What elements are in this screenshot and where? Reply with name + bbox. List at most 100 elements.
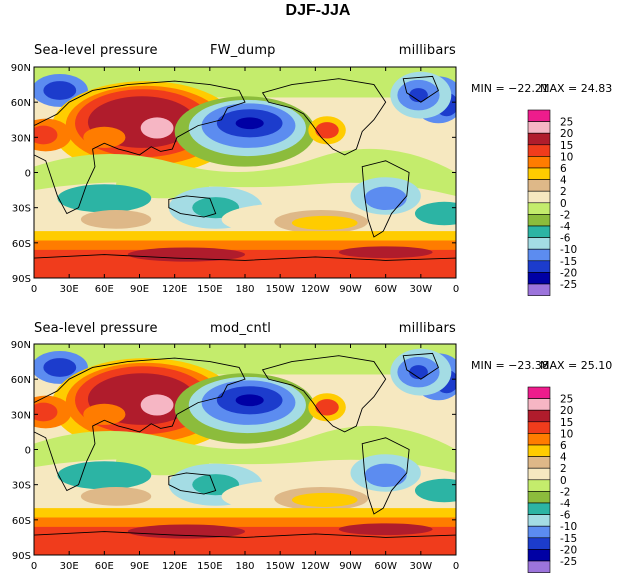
field-south-pacific-yellow: [291, 492, 358, 507]
legend-label: -25: [560, 556, 577, 568]
legend-swatch: [527, 421, 551, 434]
legend-swatch: [527, 386, 551, 399]
field-high-asia-west: [83, 403, 126, 425]
coastline-0: [34, 358, 245, 490]
panel-top-y-axis: 90N 60N 30N 0 30S 60S 90S: [11, 63, 456, 285]
panel-top-min-text: MIN = −22.21: [471, 82, 549, 95]
x-tick-label: 60E: [95, 561, 114, 572]
panel-top-right-label: millibars: [399, 43, 456, 58]
panel-top-left-label: Sea-level pressure: [34, 43, 158, 58]
legend-label: 15: [560, 140, 573, 152]
chart-title: DJF-JJA: [286, 2, 351, 19]
legend-label: 4: [560, 175, 567, 187]
field-low-africa: [57, 184, 152, 213]
legend-label: -6: [560, 510, 571, 522]
y-tick-label: 90S: [12, 274, 31, 285]
legend-swatch: [527, 549, 551, 562]
coastline-3: [362, 161, 409, 237]
panel-top: Sea-level pressure FW_dump millibars 0 30…: [11, 43, 612, 296]
legend-swatch: [527, 214, 551, 227]
x-tick-label: 30E: [60, 561, 79, 572]
field-low-north-atlantic-inner: [409, 88, 428, 103]
x-tick-label: 0: [31, 561, 37, 572]
field-southern-core: [127, 247, 245, 262]
legend-label: 6: [560, 440, 567, 452]
field-low-pacific-core: [235, 394, 264, 407]
coastline-2: [263, 79, 386, 155]
x-tick-label: 90W: [339, 284, 362, 295]
x-tick-label: 120W: [301, 284, 330, 295]
field-low-pacific-core: [235, 117, 264, 130]
x-tick-label: 30W: [410, 284, 433, 295]
x-tick-label: 90E: [130, 284, 149, 295]
legend-swatch: [527, 537, 551, 550]
panel-top-x-axis: 0 30E 60E 90E 120E 150E 180 150W 120W 90W 60W 30W 0: [31, 67, 459, 295]
legend-label: 0: [560, 475, 567, 487]
x-tick-label: 60W: [374, 284, 397, 295]
panel-top-max-text: MAX = 24.83: [540, 82, 612, 95]
legend-swatch: [527, 144, 551, 157]
x-tick-label: 120W: [301, 561, 330, 572]
legend-swatch: [527, 433, 551, 446]
legend-swatch: [527, 444, 551, 457]
field-low-north-atlantic-inner: [409, 365, 428, 380]
x-tick-label: 0: [31, 284, 37, 295]
coastlines: [34, 353, 456, 537]
legend-label: -4: [560, 221, 571, 233]
x-tick-label: 120E: [162, 284, 187, 295]
field-low-arctic-west-core: [43, 81, 77, 100]
x-tick-label: 90W: [339, 561, 362, 572]
coastline-5: [34, 532, 456, 538]
field-southern-core: [127, 524, 245, 539]
x-tick-label: 60E: [95, 284, 114, 295]
legend-label: 10: [560, 151, 573, 163]
field-high-w-europe-core: [34, 402, 58, 422]
x-tick-label: 60W: [374, 561, 397, 572]
x-tick-label: 150W: [266, 561, 295, 572]
legend-label: 10: [560, 428, 573, 440]
y-tick-label: 30S: [12, 204, 31, 215]
field-south-indian-tan: [80, 210, 152, 229]
legend-label: 6: [560, 163, 567, 175]
legend-label: -4: [560, 498, 571, 510]
panel-top-center-label: FW_dump: [210, 43, 276, 58]
legend-label: -20: [560, 544, 577, 556]
x-tick-label: 180: [235, 284, 254, 295]
legend-label: -10: [560, 244, 577, 256]
legend-label: 2: [560, 463, 567, 475]
legend-label: -2: [560, 209, 570, 221]
field-south-atlantic-teal: [414, 201, 456, 226]
legend-swatch: [527, 179, 551, 192]
panel-bottom-max-text: MAX = 25.10: [540, 359, 612, 372]
y-tick-label: 60S: [12, 516, 31, 527]
legend-swatch: [527, 525, 551, 539]
legend-label: 20: [560, 405, 573, 417]
legend-label: 15: [560, 417, 573, 429]
field-tropical-band: [34, 148, 456, 196]
legend-swatch: [527, 132, 551, 146]
x-tick-label: 150E: [197, 284, 222, 295]
panel-bottom-min-text: MIN = −23.38: [471, 359, 549, 372]
panel-bottom-center-label: mod_cntl: [210, 321, 271, 336]
legend-swatch: [527, 502, 551, 515]
legend-swatch: [527, 109, 551, 122]
legend-label: -25: [560, 279, 577, 291]
y-tick-label: 30N: [11, 410, 31, 421]
legend-swatch: [527, 409, 551, 423]
x-tick-label: 180: [235, 561, 254, 572]
coastline-2: [263, 356, 386, 432]
legend-swatch: [527, 156, 551, 169]
legend-label: -20: [560, 267, 577, 279]
field-south-atlantic-teal: [414, 478, 456, 503]
panel-top-map: [34, 67, 456, 278]
legend-label: 4: [560, 452, 567, 464]
y-tick-label: 0: [25, 169, 31, 180]
y-tick-label: 30S: [12, 481, 31, 492]
x-tick-label: 30W: [410, 561, 433, 572]
field-low-s-america-core: [364, 463, 407, 488]
field-low-africa: [57, 461, 152, 490]
y-tick-label: 60S: [12, 239, 31, 250]
x-tick-label: 0: [453, 561, 459, 572]
legend-swatch: [527, 260, 551, 273]
